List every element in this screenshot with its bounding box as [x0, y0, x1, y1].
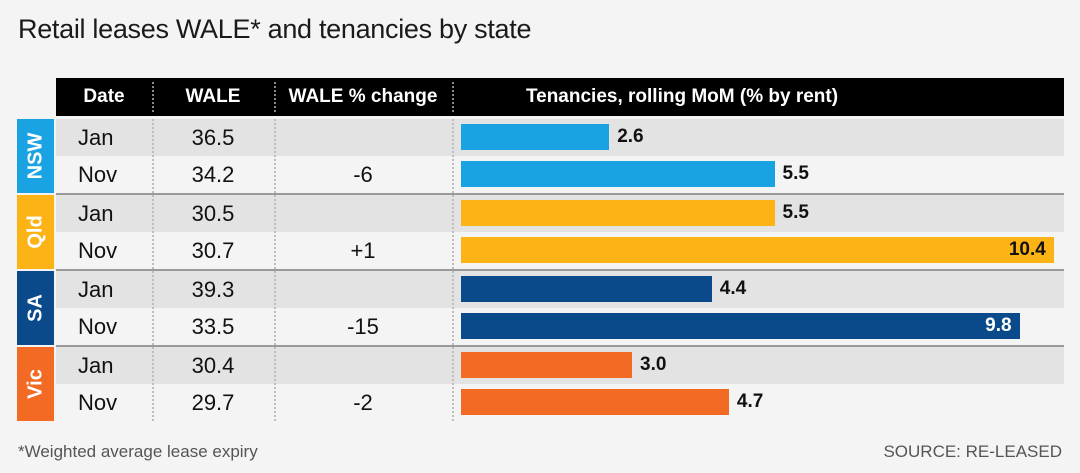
header-date: Date [83, 86, 125, 107]
bar-value-label: 5.5 [782, 163, 809, 184]
wale-cell: 34.2 [191, 162, 235, 187]
column-separator [274, 119, 276, 421]
column-separator [152, 119, 154, 421]
state-label: SA [24, 294, 46, 322]
wale-cell: 33.5 [191, 314, 235, 339]
bar-value-label: 5.5 [782, 202, 809, 223]
state-badge: Qld [17, 195, 54, 269]
table-row: Jan 39.3 [56, 271, 454, 308]
date-cell: Nov [78, 238, 118, 263]
bar-value-label: 4.4 [719, 278, 747, 299]
wale-cell: 36.5 [191, 125, 235, 150]
table-header: Date WALE WALE % change Tenancies, rolli… [56, 78, 1064, 116]
date-cell: Jan [78, 353, 114, 378]
bar-value-label: 2.6 [617, 126, 644, 147]
state-badge: SA [17, 271, 54, 345]
tenancy-bar [461, 276, 712, 302]
wale-change-cell: -6 [353, 162, 373, 187]
wale-cell: 30.4 [191, 353, 235, 378]
table-row: Nov 29.7 -2 [56, 384, 454, 421]
tenancy-bar [461, 352, 632, 378]
date-cell: Jan [78, 125, 114, 150]
column-separator [452, 119, 454, 421]
tenancy-bar [461, 124, 610, 150]
state-label: Vic [24, 369, 46, 399]
header-wale: WALE [185, 86, 241, 107]
wale-cell: 39.3 [191, 277, 235, 302]
table-row: Jan 30.5 [56, 195, 454, 232]
tenancy-bar [461, 161, 775, 187]
header-separator [452, 82, 454, 112]
chart-title: Retail leases WALE* and tenancies by sta… [18, 14, 532, 44]
wale-change-cell: -2 [353, 390, 373, 415]
date-cell: Jan [78, 277, 114, 302]
date-cell: Jan [78, 201, 114, 226]
wale-change-cell: -15 [347, 314, 379, 339]
wale-cell: 30.7 [191, 238, 235, 263]
header-tenancies: Tenancies, rolling MoM (% by rent) [525, 86, 839, 107]
state-badge: NSW [17, 119, 54, 193]
date-cell: Nov [78, 162, 118, 187]
source-credit: SOURCE: RE-LEASED [883, 442, 1062, 461]
tenancy-bar [461, 389, 729, 415]
bar-value-label: 10.4 [1008, 239, 1046, 260]
group-divider [56, 269, 1064, 271]
table-row: Nov 30.7 +1 [56, 232, 454, 269]
wale-cell: 30.5 [191, 201, 235, 226]
header-separator [152, 82, 154, 112]
footnote: *Weighted average lease expiry [18, 442, 258, 461]
bar-value-label: 3.0 [640, 354, 667, 375]
wale-cell: 29.7 [191, 390, 235, 415]
tenancy-bar [461, 200, 775, 226]
bar-value-label: 4.7 [736, 391, 764, 412]
wale-change-cell: +1 [350, 238, 376, 263]
date-cell: Nov [78, 390, 118, 415]
table-row: Jan 30.4 [56, 347, 454, 384]
state-label: Qld [24, 215, 46, 249]
state-badge: Vic [17, 347, 54, 421]
date-cell: Nov [78, 314, 118, 339]
tenancy-bar [461, 237, 1054, 263]
table-row: Jan 36.5 [56, 119, 454, 156]
group-divider [56, 345, 1064, 347]
header-separator [274, 82, 276, 112]
group-divider [56, 193, 1064, 195]
header-wale-change: WALE % change [288, 86, 438, 107]
state-label: NSW [24, 132, 46, 180]
bar-value-label: 9.8 [985, 315, 1012, 336]
table-row: Nov 34.2 -6 [56, 156, 454, 193]
tenancy-bar [461, 313, 1020, 339]
table-row: Nov 33.5 -15 [56, 308, 454, 345]
